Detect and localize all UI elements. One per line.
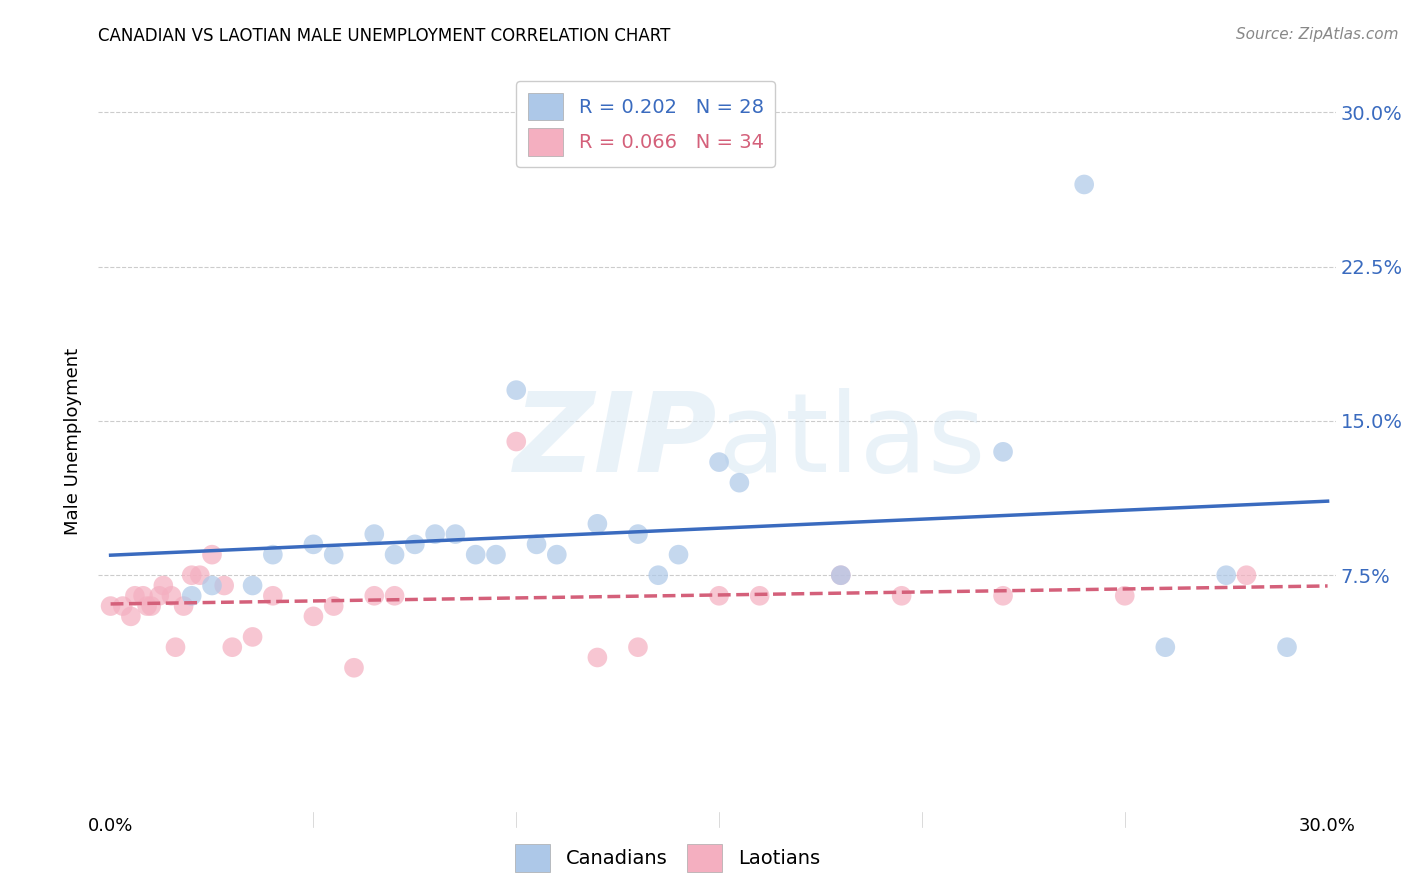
Point	[160, 589, 183, 603]
Point	[201, 548, 224, 562]
Point	[242, 578, 264, 592]
Point	[302, 537, 325, 551]
Point	[546, 548, 568, 562]
Point	[728, 475, 751, 490]
Point	[627, 527, 650, 541]
Point	[262, 548, 284, 562]
Point	[173, 599, 195, 613]
Point	[485, 548, 508, 562]
Point	[124, 589, 146, 603]
Point	[148, 589, 170, 603]
Point	[100, 599, 122, 613]
Point	[322, 548, 344, 562]
Text: ZIP: ZIP	[513, 388, 717, 495]
Point	[343, 661, 366, 675]
Point	[180, 568, 202, 582]
Point	[1215, 568, 1237, 582]
Point	[627, 640, 650, 655]
Y-axis label: Male Unemployment: Male Unemployment	[65, 348, 83, 535]
Point	[423, 527, 446, 541]
Point	[830, 568, 852, 582]
Point	[1073, 178, 1095, 192]
Point	[221, 640, 243, 655]
Point	[668, 548, 690, 562]
Point	[322, 599, 344, 613]
Point	[444, 527, 467, 541]
Point	[165, 640, 187, 655]
Point	[586, 516, 609, 531]
Text: atlas: atlas	[717, 388, 986, 495]
Legend: Canadians, Laotians: Canadians, Laotians	[503, 832, 831, 883]
Point	[242, 630, 264, 644]
Point	[707, 455, 730, 469]
Point	[647, 568, 669, 582]
Point	[830, 568, 852, 582]
Point	[120, 609, 142, 624]
Point	[991, 445, 1014, 459]
Point	[505, 434, 527, 449]
Point	[136, 599, 159, 613]
Text: CANADIAN VS LAOTIAN MALE UNEMPLOYMENT CORRELATION CHART: CANADIAN VS LAOTIAN MALE UNEMPLOYMENT CO…	[98, 27, 671, 45]
Point	[180, 589, 202, 603]
Point	[363, 527, 385, 541]
Point	[141, 599, 163, 613]
Point	[526, 537, 548, 551]
Point	[188, 568, 211, 582]
Point	[1114, 589, 1136, 603]
Point	[707, 589, 730, 603]
Point	[1236, 568, 1258, 582]
Text: Source: ZipAtlas.com: Source: ZipAtlas.com	[1236, 27, 1399, 42]
Point	[586, 650, 609, 665]
Point	[748, 589, 770, 603]
Point	[991, 589, 1014, 603]
Point	[363, 589, 385, 603]
Point	[404, 537, 426, 551]
Point	[132, 589, 155, 603]
Point	[302, 609, 325, 624]
Point	[111, 599, 134, 613]
Point	[152, 578, 174, 592]
Point	[1154, 640, 1177, 655]
Point	[1275, 640, 1298, 655]
Point	[384, 589, 406, 603]
Point	[262, 589, 284, 603]
Point	[890, 589, 912, 603]
Point	[212, 578, 235, 592]
Point	[384, 548, 406, 562]
Point	[505, 383, 527, 397]
Point	[201, 578, 224, 592]
Point	[464, 548, 486, 562]
